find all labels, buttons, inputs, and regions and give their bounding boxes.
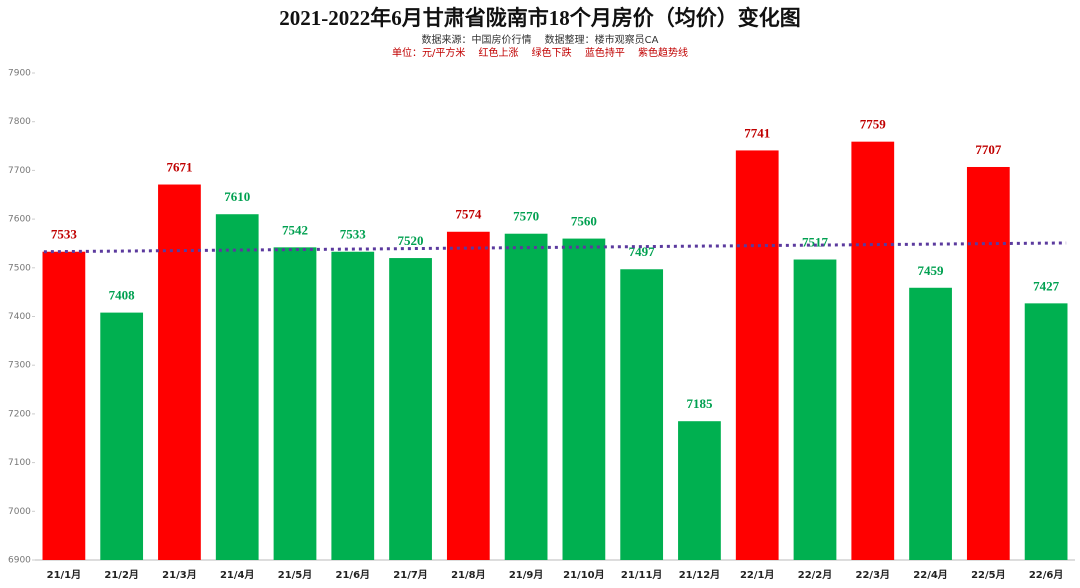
bar	[273, 247, 317, 560]
bar	[851, 141, 895, 561]
value-label: 7533	[51, 227, 78, 242]
value-label: 7741	[744, 125, 770, 140]
bar	[966, 166, 1010, 560]
value-label: 7408	[109, 288, 136, 303]
x-tick-label: 21/8月	[451, 569, 486, 581]
bar	[331, 251, 375, 560]
x-tick-label: 21/5月	[278, 569, 313, 581]
x-tick-label: 21/3月	[162, 569, 197, 581]
y-tick-label: 7400	[8, 312, 31, 322]
value-label: 7533	[340, 227, 367, 242]
y-tick-label: 7700	[8, 166, 31, 176]
value-label: 7185	[686, 396, 713, 411]
value-label: 7517	[802, 235, 829, 250]
bar	[504, 233, 548, 560]
bar	[1024, 303, 1068, 560]
x-tick-label: 22/1月	[740, 569, 775, 581]
value-label: 7427	[1033, 278, 1060, 293]
x-tick-label: 21/2月	[104, 569, 139, 581]
y-tick-label: 7300	[8, 361, 31, 371]
bar	[215, 214, 259, 561]
x-tick-label: 21/10月	[563, 569, 604, 581]
y-tick-label: 7900	[8, 69, 31, 79]
x-tick-label: 21/6月	[336, 569, 371, 581]
x-tick-label: 21/9月	[509, 569, 544, 581]
y-tick-label: 7500	[8, 263, 31, 273]
value-label: 7610	[224, 189, 250, 204]
x-tick-label: 21/7月	[393, 569, 428, 581]
bar	[909, 287, 952, 560]
y-tick-label: 7600	[8, 215, 31, 225]
x-tick-label: 21/1月	[47, 569, 82, 581]
x-tick-label: 22/2月	[798, 569, 833, 581]
y-tick-label: 6900	[8, 556, 31, 566]
chart-note: 单位：元/平方米 红色上涨 绿色下跌 蓝色持平 紫色趋势线	[392, 46, 688, 59]
y-tick-label: 7800	[8, 117, 31, 127]
value-label: 7574	[455, 207, 482, 222]
bar	[158, 184, 201, 560]
value-label: 7759	[860, 117, 887, 132]
trend-line	[43, 241, 1067, 254]
bar	[678, 421, 721, 560]
x-tick-label: 22/5月	[971, 569, 1006, 581]
y-tick-label: 7100	[8, 458, 31, 468]
bar	[42, 251, 86, 560]
x-tick-label: 21/4月	[220, 569, 255, 581]
value-label: 7707	[975, 142, 1002, 157]
x-tick-label: 22/3月	[856, 569, 891, 581]
bar	[735, 150, 779, 561]
value-label: 7570	[513, 209, 539, 224]
value-label: 7459	[918, 263, 945, 278]
value-label: 7671	[166, 160, 192, 175]
y-tick-label: 7000	[8, 507, 31, 517]
bar	[620, 269, 664, 560]
y-tick-label: 7200	[8, 409, 31, 419]
value-label: 7520	[398, 233, 424, 248]
chart-title: 2021-2022年6月甘肃省陇南市18个月房价（均价）变化图	[279, 6, 801, 30]
x-tick-label: 21/11月	[621, 569, 662, 581]
x-tick-label: 22/6月	[1029, 569, 1064, 581]
chart-subtitle: 数据来源：中国房价行情 数据整理：楼市观察员CA	[421, 33, 658, 46]
value-label: 7560	[571, 214, 597, 229]
bar	[389, 258, 432, 560]
bar	[100, 312, 144, 560]
x-tick-label: 22/4月	[913, 569, 948, 581]
x-tick-label: 21/12月	[679, 569, 720, 581]
value-label: 7542	[282, 222, 308, 237]
bar	[793, 259, 837, 560]
bar	[562, 238, 606, 560]
bar	[446, 231, 490, 560]
